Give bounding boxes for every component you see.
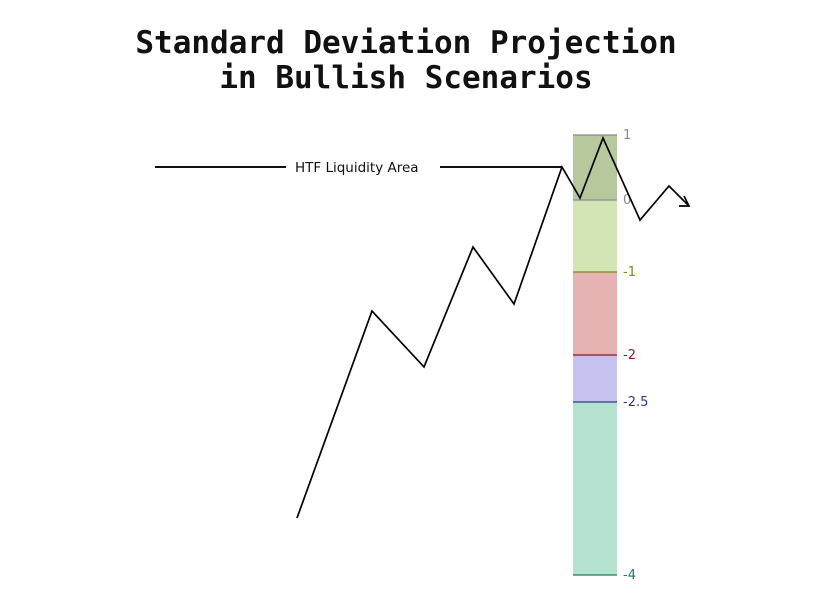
level-labels: 1 0 -1 -2 -2.5 -4 <box>623 128 648 583</box>
diagram-title: Standard Deviation Projection in Bullish… <box>0 26 812 96</box>
price-path-group <box>296 135 691 519</box>
liquidity-label: HTF Liquidity Area <box>295 160 419 176</box>
level-label-m1: -1 <box>623 265 636 280</box>
price-path <box>296 135 690 519</box>
level-label-m2: -2 <box>623 348 636 363</box>
arrow-head-icon <box>679 195 691 207</box>
htf-liquidity-marker: HTF Liquidity Area <box>155 160 562 176</box>
level-label-m4: -4 <box>623 568 636 583</box>
title-line-1: Standard Deviation Projection <box>135 25 677 61</box>
level-label-0: 0 <box>623 193 631 208</box>
level-label-m2_5: -2.5 <box>623 395 648 410</box>
band-m2-to-m2_5 <box>573 355 617 402</box>
level-label-1: 1 <box>623 128 631 143</box>
level-lines <box>573 134 617 576</box>
band-m2_5-to-m4 <box>573 402 617 575</box>
band-0-to-m1 <box>573 200 617 272</box>
band-1-to-0 <box>573 135 617 200</box>
title-line-2: in Bullish Scenarios <box>219 60 593 96</box>
deviation-bands <box>573 135 617 575</box>
band-m1-to-m2 <box>573 272 617 355</box>
